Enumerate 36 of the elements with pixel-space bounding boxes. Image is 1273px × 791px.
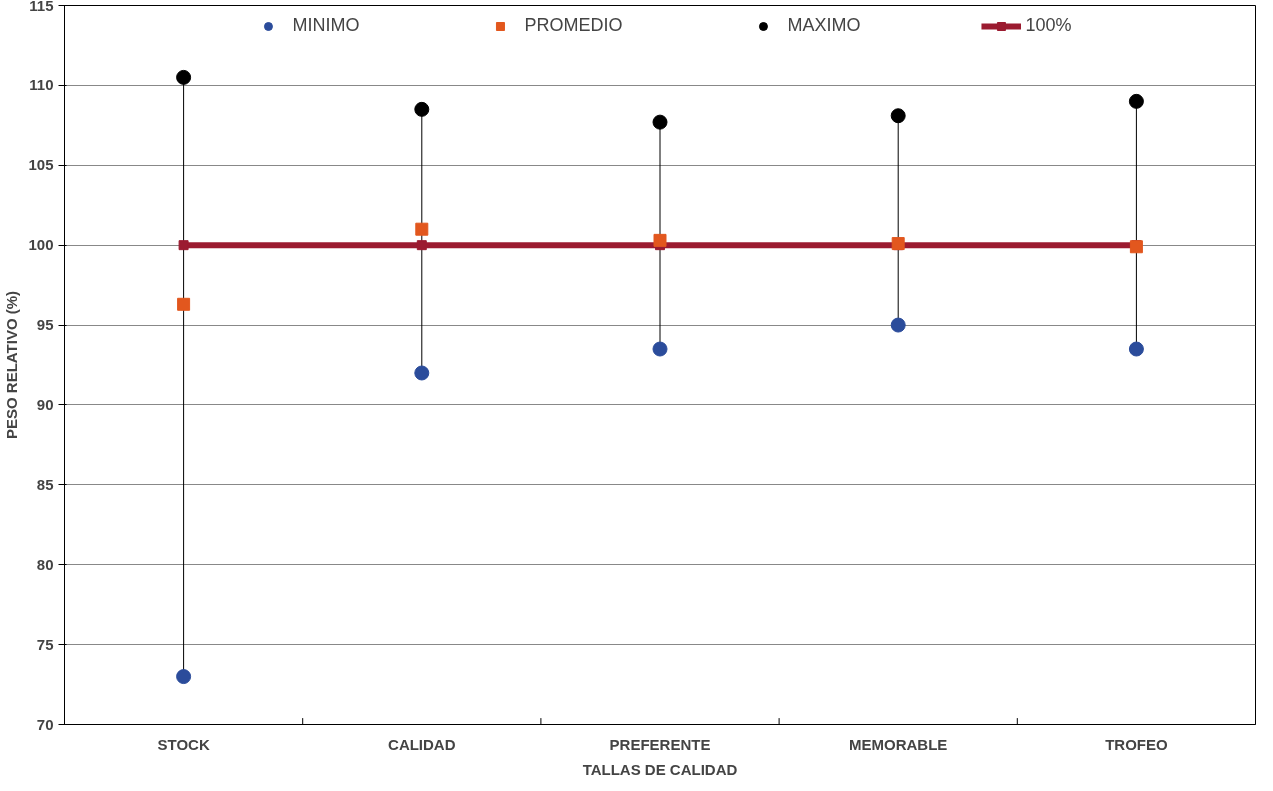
x-tick-label: MEMORABLE <box>849 735 948 753</box>
y-tick-label: 95 <box>36 316 54 334</box>
point <box>416 240 427 251</box>
x-axis-title: TALLAS DE CALIDAD <box>582 760 738 778</box>
point <box>890 317 906 333</box>
y-axis-title: PESO RELATIVO (%) <box>3 290 21 440</box>
x-tick-label: STOCK <box>157 735 210 753</box>
y-tick-label: 100 <box>28 236 54 254</box>
point <box>414 365 430 381</box>
point <box>1128 93 1144 109</box>
point <box>652 114 668 130</box>
y-tick-label: 85 <box>36 475 54 493</box>
legend-label: MAXIMO <box>787 15 861 36</box>
point <box>890 108 906 124</box>
point <box>176 69 192 85</box>
y-tick-label: 70 <box>36 715 54 733</box>
point <box>415 222 429 236</box>
legend-label: PROMEDIO <box>524 15 623 36</box>
point <box>653 233 667 247</box>
y-tick-label: 115 <box>29 0 54 14</box>
x-tick-label: PREFERENTE <box>609 735 711 753</box>
legend-label: 100% <box>1025 15 1072 36</box>
x-tick-label: TROFEO <box>1105 735 1168 753</box>
y-tick-label: 75 <box>36 635 54 653</box>
point <box>1128 341 1144 357</box>
x-tick-label: CALIDAD <box>388 735 456 753</box>
point <box>414 101 430 117</box>
point <box>176 669 192 685</box>
point <box>652 341 668 357</box>
legend-label: MINIMO <box>292 15 360 36</box>
point <box>178 240 189 251</box>
y-tick-label: 80 <box>36 555 54 573</box>
y-tick-label: 105 <box>28 156 54 174</box>
point <box>177 297 191 311</box>
y-tick-label: 110 <box>29 76 54 94</box>
y-tick-label: 90 <box>36 395 54 413</box>
